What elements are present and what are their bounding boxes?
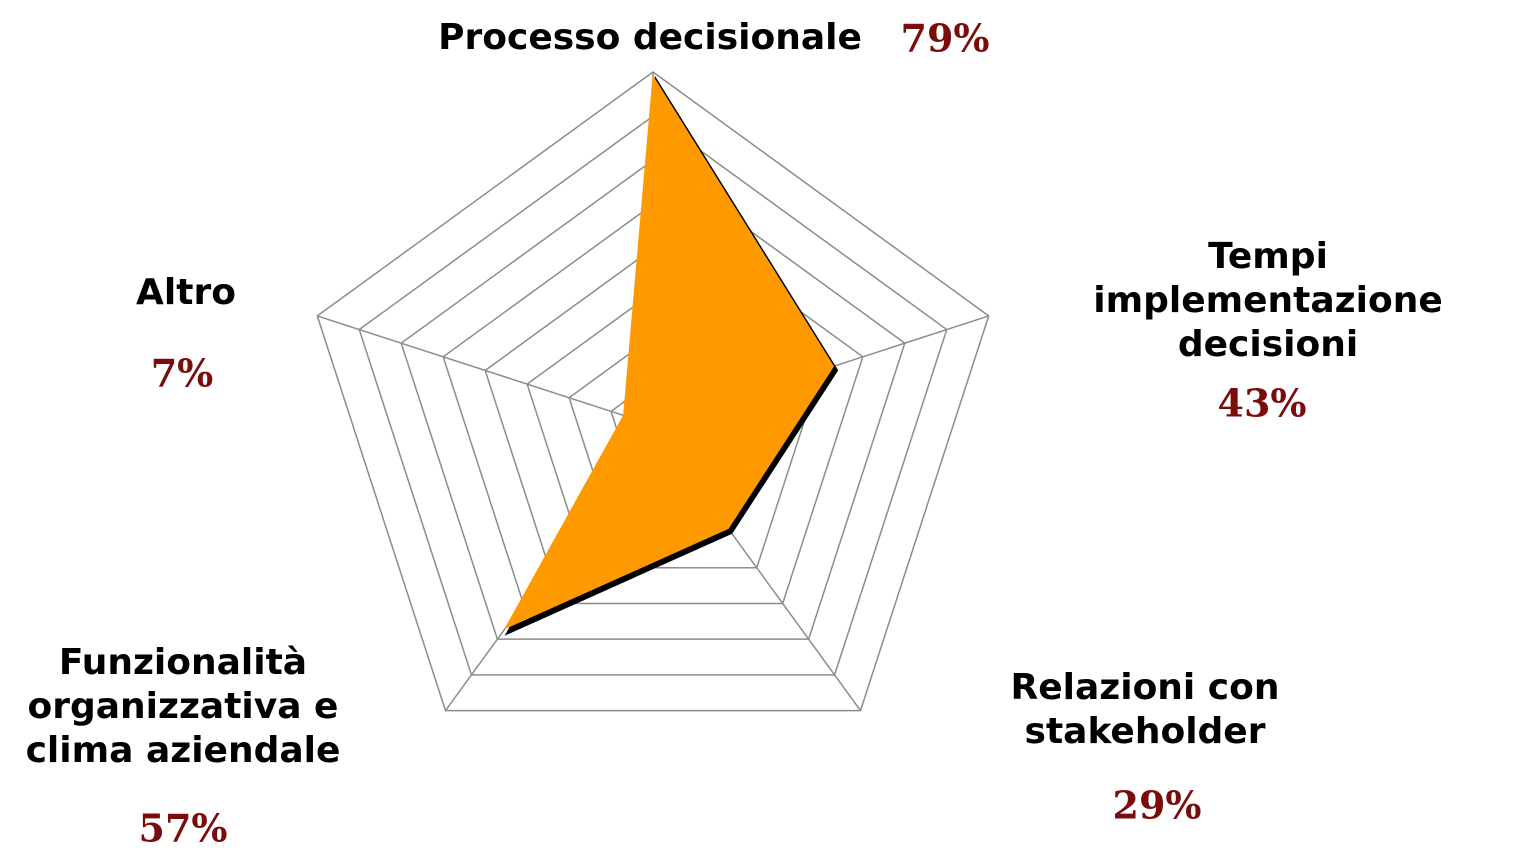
value-label: 43% [1217, 380, 1307, 426]
grid-ring [358, 115, 948, 676]
category-label: Tempi implementazione decisioni [1093, 236, 1443, 365]
category-label: Altro [136, 272, 236, 313]
grid-ring [442, 203, 864, 605]
category-label: Funzionalità organizzativa e clima azien… [25, 642, 341, 771]
value-label: 57% [138, 805, 228, 850]
value-label: 7% [150, 350, 214, 396]
series-area [503, 74, 835, 630]
category-label: Relazioni con stakeholder [1010, 667, 1280, 752]
grid-ring [316, 71, 990, 712]
grid-ring [400, 159, 906, 640]
category-label: Processo decisionale [438, 17, 862, 58]
value-label: 79% [900, 15, 990, 61]
value-label: 29% [1112, 782, 1202, 828]
axis-line [317, 315, 654, 426]
